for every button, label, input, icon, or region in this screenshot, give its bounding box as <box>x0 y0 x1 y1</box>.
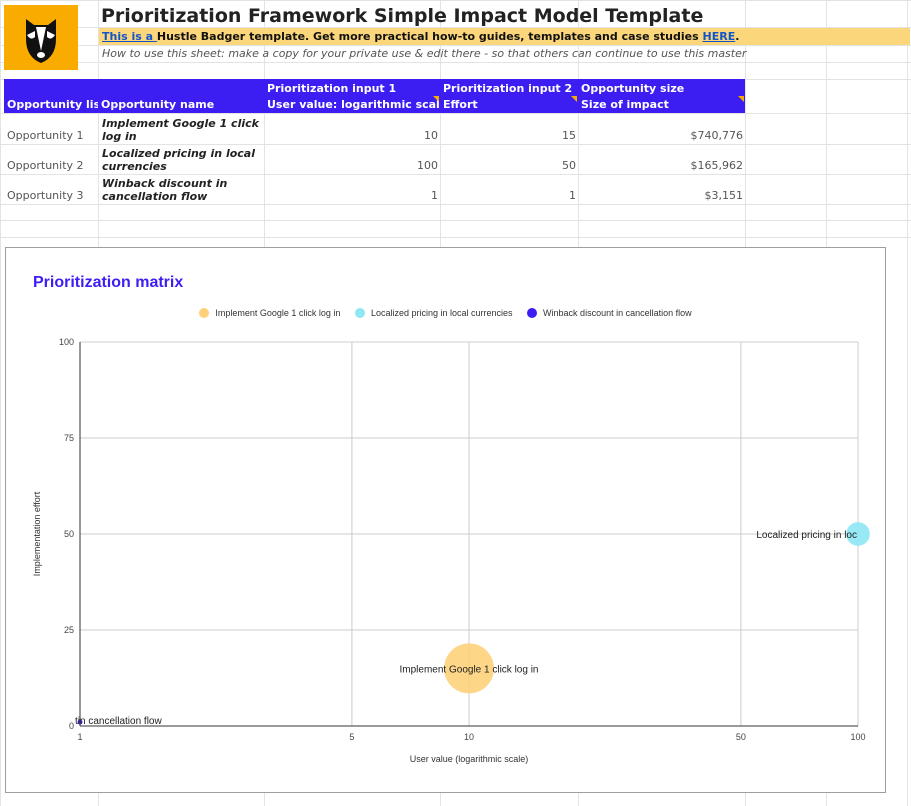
here-link[interactable]: HERE <box>702 30 736 43</box>
cell-size[interactable]: $740,776 <box>690 129 744 142</box>
x-tick-label: 1 <box>77 732 82 742</box>
legend-label: Winback discount in cancellation flow <box>543 308 692 318</box>
x-tick-label: 50 <box>736 732 746 742</box>
badger-icon <box>26 19 56 63</box>
x-tick-label: 100 <box>850 732 865 742</box>
note-marker-icon[interactable] <box>433 96 439 102</box>
y-tick-label: 25 <box>64 625 74 635</box>
header-size-bottom: Size of impact <box>581 98 669 111</box>
bubble-point <box>77 719 83 725</box>
header-input2[interactable]: Prioritization input 2 Effort <box>440 79 578 113</box>
header-input1-bottom: User value: logarithmic scale <box>267 98 448 111</box>
header-input1[interactable]: Prioritization input 1 User value: logar… <box>264 79 447 113</box>
hustle-badger-logo <box>4 5 78 70</box>
chart-legend: Implement Google 1 click log in Localize… <box>6 308 885 320</box>
bubble-label: Implement Google 1 click log in <box>400 664 539 675</box>
cell-list[interactable]: Opportunity 1 <box>7 129 84 142</box>
note-marker-icon[interactable] <box>738 96 744 102</box>
cell-name[interactable]: Winback discount in cancellation flow <box>102 177 228 203</box>
cell-effort[interactable]: 50 <box>562 159 576 172</box>
header-opportunity-name[interactable]: Opportunity name <box>98 79 264 113</box>
cell-effort[interactable]: 1 <box>569 189 576 202</box>
y-tick-label: 0 <box>69 721 74 731</box>
promo-banner: This is a Hustle Badger template. Get mo… <box>99 28 910 45</box>
y-axis-label: Implementation effort <box>32 491 42 576</box>
x-tick-label: 10 <box>464 732 474 742</box>
cell-list[interactable]: Opportunity 3 <box>7 189 84 202</box>
bubble-label: Localized pricing in loc <box>756 530 857 541</box>
header-input2-top: Prioritization input 2 <box>443 82 573 95</box>
bubble-label: tin cancellation flow <box>75 716 162 727</box>
prioritization-chart[interactable]: Prioritization matrix Implement Google 1… <box>5 247 886 793</box>
header-input1-top: Prioritization input 1 <box>267 82 397 95</box>
bubble-point <box>846 522 870 546</box>
cell-name[interactable]: Implement Google 1 click log in <box>102 117 259 143</box>
page-title: Prioritization Framework Simple Impact M… <box>101 5 704 27</box>
legend-label: Implement Google 1 click log in <box>215 308 341 318</box>
bubble-point <box>444 643 494 694</box>
legend-dot-icon <box>527 308 538 318</box>
promo-link[interactable]: This is a <box>102 30 157 43</box>
cell-value[interactable]: 1 <box>431 189 438 202</box>
note-marker-icon[interactable] <box>571 96 577 102</box>
legend-dot-icon <box>199 308 210 318</box>
howto-note: How to use this sheet: make a copy for y… <box>102 47 747 60</box>
x-tick-label: 5 <box>349 732 354 742</box>
cell-size[interactable]: $3,151 <box>704 189 744 202</box>
cell-name[interactable]: Localized pricing in local currencies <box>102 147 255 173</box>
header-size[interactable]: Opportunity size Size of impact <box>578 79 745 113</box>
header-list-label: Opportunity list <box>7 98 106 111</box>
chart-plot-area: 0 25 50 75 100 1 5 10 50 100 User value (logarithm… <box>32 337 870 764</box>
legend-item[interactable]: Implement Google 1 click log in <box>199 308 340 318</box>
legend-label: Localized pricing in local currencies <box>370 308 513 318</box>
legend-item[interactable]: Localized pricing in local currencies <box>354 308 513 318</box>
cell-effort[interactable]: 15 <box>562 129 576 142</box>
header-size-top: Opportunity size <box>581 82 685 95</box>
chart-title: Prioritization matrix <box>33 274 184 291</box>
cell-list[interactable]: Opportunity 2 <box>7 159 84 172</box>
header-input2-bottom: Effort <box>443 98 478 111</box>
cell-value[interactable]: 10 <box>424 129 438 142</box>
header-name-label: Opportunity name <box>101 98 215 111</box>
promo-text: Hustle Badger template. Get more practic… <box>156 30 703 43</box>
y-tick-label: 75 <box>64 433 74 443</box>
y-tick-label: 50 <box>64 529 74 539</box>
header-opportunity-list[interactable]: Opportunity list <box>4 79 105 113</box>
cell-value[interactable]: 100 <box>417 159 438 172</box>
cell-size[interactable]: $165,962 <box>690 159 744 172</box>
legend-item[interactable]: Winback discount in cancellation flow <box>527 308 692 318</box>
x-axis-label: User value (logarithmic scale) <box>410 754 529 764</box>
promo-end: . <box>735 30 740 43</box>
legend-dot-icon <box>354 308 365 318</box>
y-tick-label: 100 <box>59 337 74 347</box>
